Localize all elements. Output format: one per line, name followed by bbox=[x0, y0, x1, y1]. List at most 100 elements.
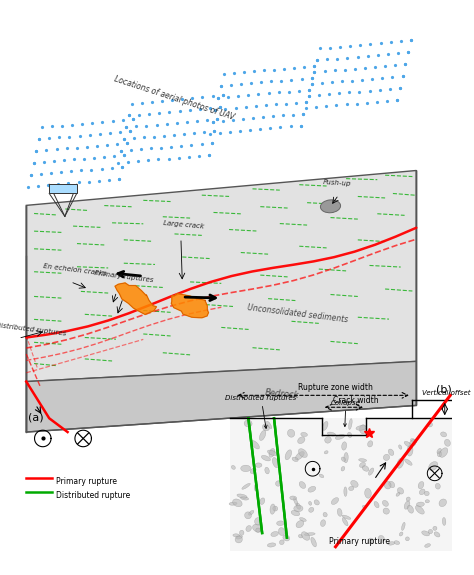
Ellipse shape bbox=[294, 505, 303, 512]
Ellipse shape bbox=[363, 505, 367, 508]
Text: (a): (a) bbox=[28, 412, 44, 422]
Ellipse shape bbox=[273, 506, 278, 511]
Text: Distributed ruptures: Distributed ruptures bbox=[0, 322, 67, 336]
Ellipse shape bbox=[341, 457, 346, 462]
Ellipse shape bbox=[351, 481, 358, 488]
Polygon shape bbox=[230, 418, 452, 551]
Ellipse shape bbox=[424, 491, 429, 496]
Ellipse shape bbox=[309, 507, 314, 512]
Ellipse shape bbox=[301, 532, 310, 540]
Ellipse shape bbox=[349, 486, 354, 490]
Ellipse shape bbox=[255, 518, 261, 525]
Ellipse shape bbox=[408, 505, 413, 513]
Ellipse shape bbox=[253, 524, 262, 532]
Ellipse shape bbox=[422, 531, 429, 536]
Ellipse shape bbox=[406, 497, 410, 501]
Ellipse shape bbox=[304, 532, 315, 536]
Ellipse shape bbox=[410, 440, 416, 446]
Ellipse shape bbox=[342, 518, 348, 526]
Text: Push-up: Push-up bbox=[323, 179, 352, 187]
Ellipse shape bbox=[296, 520, 304, 528]
Ellipse shape bbox=[404, 501, 410, 509]
Ellipse shape bbox=[368, 538, 374, 544]
Ellipse shape bbox=[244, 420, 252, 427]
Ellipse shape bbox=[266, 421, 272, 429]
Ellipse shape bbox=[368, 468, 374, 475]
Ellipse shape bbox=[283, 535, 290, 541]
Ellipse shape bbox=[438, 451, 442, 457]
Ellipse shape bbox=[434, 532, 440, 537]
Ellipse shape bbox=[401, 522, 405, 530]
Ellipse shape bbox=[325, 436, 331, 443]
Ellipse shape bbox=[245, 512, 251, 519]
Text: Bedrock: Bedrock bbox=[265, 388, 300, 400]
Ellipse shape bbox=[419, 489, 425, 494]
Ellipse shape bbox=[439, 499, 447, 507]
Ellipse shape bbox=[323, 512, 327, 517]
Ellipse shape bbox=[327, 432, 336, 436]
Ellipse shape bbox=[433, 526, 437, 530]
Ellipse shape bbox=[359, 425, 367, 434]
Ellipse shape bbox=[241, 465, 251, 471]
Ellipse shape bbox=[378, 535, 384, 542]
Polygon shape bbox=[171, 294, 209, 318]
Ellipse shape bbox=[359, 459, 366, 462]
Ellipse shape bbox=[389, 481, 395, 488]
Ellipse shape bbox=[231, 465, 236, 469]
Ellipse shape bbox=[337, 508, 342, 516]
Ellipse shape bbox=[308, 486, 316, 492]
Polygon shape bbox=[115, 283, 156, 315]
Ellipse shape bbox=[279, 528, 285, 535]
Ellipse shape bbox=[239, 530, 244, 535]
Ellipse shape bbox=[233, 534, 240, 537]
Ellipse shape bbox=[246, 526, 251, 531]
Ellipse shape bbox=[416, 502, 424, 507]
Ellipse shape bbox=[248, 511, 254, 515]
Text: Distributed rupture: Distributed rupture bbox=[55, 491, 130, 500]
Ellipse shape bbox=[229, 502, 237, 505]
Ellipse shape bbox=[265, 467, 269, 474]
Ellipse shape bbox=[428, 530, 433, 534]
Text: En echelon cracks: En echelon cracks bbox=[43, 263, 107, 277]
Ellipse shape bbox=[277, 521, 284, 526]
Text: Primary rupture: Primary rupture bbox=[55, 477, 117, 486]
Ellipse shape bbox=[280, 540, 284, 545]
Ellipse shape bbox=[324, 451, 328, 454]
Ellipse shape bbox=[348, 419, 352, 430]
Ellipse shape bbox=[273, 458, 279, 467]
Text: Primary rupture: Primary rupture bbox=[329, 537, 390, 546]
Ellipse shape bbox=[439, 448, 448, 457]
Ellipse shape bbox=[397, 458, 404, 468]
Ellipse shape bbox=[322, 421, 328, 430]
Ellipse shape bbox=[320, 520, 326, 527]
Ellipse shape bbox=[269, 448, 275, 457]
Ellipse shape bbox=[407, 445, 413, 456]
Ellipse shape bbox=[388, 449, 394, 455]
Ellipse shape bbox=[331, 497, 338, 504]
Ellipse shape bbox=[263, 424, 269, 431]
Ellipse shape bbox=[440, 432, 447, 437]
Text: Locations of aerial photos of UAV: Locations of aerial photos of UAV bbox=[113, 75, 236, 122]
Ellipse shape bbox=[256, 528, 260, 532]
Text: Distributed ruptures: Distributed ruptures bbox=[226, 395, 297, 428]
Text: Collapse: Collapse bbox=[331, 400, 361, 427]
Ellipse shape bbox=[236, 536, 243, 539]
Ellipse shape bbox=[270, 504, 275, 514]
Ellipse shape bbox=[295, 451, 304, 460]
Ellipse shape bbox=[418, 481, 424, 489]
Ellipse shape bbox=[365, 488, 371, 498]
Ellipse shape bbox=[299, 481, 306, 488]
Ellipse shape bbox=[260, 498, 265, 504]
Ellipse shape bbox=[384, 481, 391, 489]
Ellipse shape bbox=[299, 448, 307, 458]
Text: (b): (b) bbox=[436, 385, 451, 394]
Ellipse shape bbox=[437, 448, 441, 454]
Ellipse shape bbox=[296, 503, 301, 509]
Text: Crack width: Crack width bbox=[333, 396, 378, 405]
Ellipse shape bbox=[237, 494, 247, 498]
Ellipse shape bbox=[320, 200, 341, 213]
Ellipse shape bbox=[301, 432, 308, 436]
Text: Unconsolidated sediments: Unconsolidated sediments bbox=[246, 302, 348, 324]
Ellipse shape bbox=[428, 462, 438, 471]
Ellipse shape bbox=[250, 468, 256, 474]
